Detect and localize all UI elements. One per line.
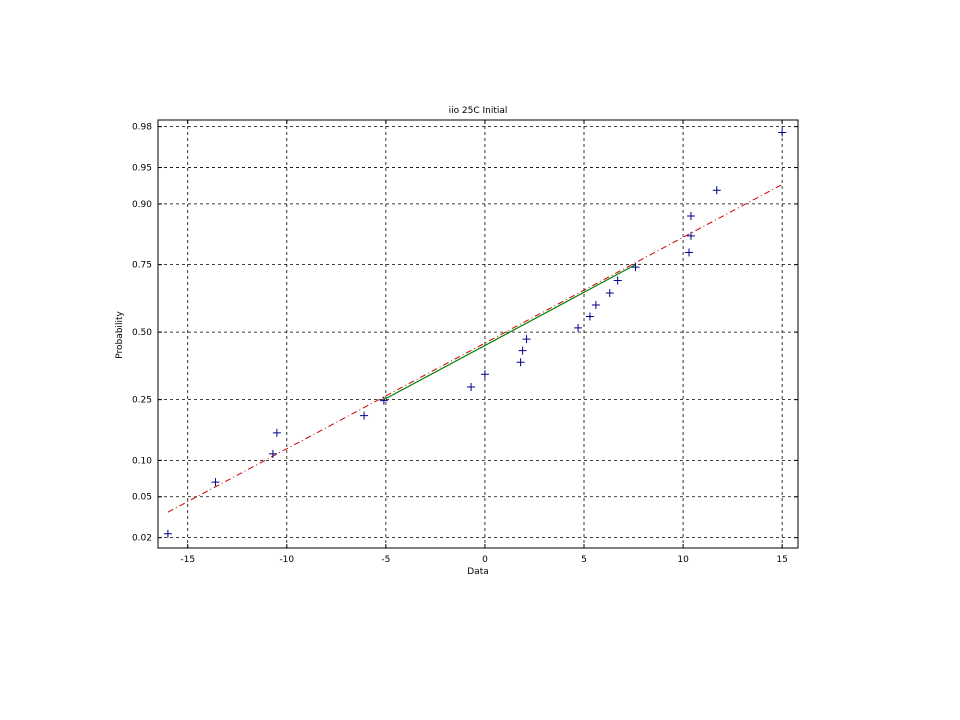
x-tick-label: 5 bbox=[581, 555, 587, 565]
iqr-line bbox=[383, 264, 636, 401]
data-point bbox=[605, 289, 614, 298]
y-axis-title: Probability bbox=[115, 311, 125, 359]
data-point bbox=[687, 212, 696, 221]
y-tick-label: 0.95 bbox=[132, 164, 152, 174]
data-point bbox=[574, 323, 583, 332]
data-point bbox=[480, 370, 489, 379]
data-point bbox=[268, 449, 277, 458]
data-point bbox=[687, 231, 696, 240]
data-point bbox=[685, 248, 694, 257]
reference-lines bbox=[167, 184, 783, 513]
y-tick-label: 0.02 bbox=[132, 534, 152, 544]
data-point bbox=[613, 276, 622, 285]
fit-line bbox=[167, 184, 783, 513]
x-tick-label: -5 bbox=[381, 555, 390, 565]
y-tick-label: 0.75 bbox=[132, 261, 152, 271]
y-tick-label: 0.50 bbox=[132, 328, 152, 338]
data-point bbox=[712, 186, 721, 195]
y-tick-label: 0.10 bbox=[132, 456, 152, 466]
data-point bbox=[272, 428, 281, 437]
x-tick-label: 10 bbox=[677, 555, 689, 565]
data-point bbox=[778, 128, 787, 137]
plot-area-frame bbox=[157, 119, 799, 549]
chart-title: iio 25C Initial bbox=[449, 106, 508, 116]
y-tick-label: 0.05 bbox=[132, 493, 152, 503]
x-axis-title: Data bbox=[467, 567, 489, 577]
x-tick-label: 15 bbox=[776, 555, 787, 565]
data-point bbox=[631, 263, 640, 272]
data-point bbox=[467, 382, 476, 391]
data-point bbox=[522, 335, 531, 344]
x-tick-label: 0 bbox=[482, 555, 488, 565]
data-point bbox=[360, 411, 369, 420]
data-point bbox=[163, 529, 172, 538]
y-tick-label: 0.25 bbox=[132, 396, 152, 406]
x-tick-label: -10 bbox=[279, 555, 294, 565]
data-points bbox=[163, 128, 787, 538]
data-point bbox=[379, 396, 388, 405]
data-point bbox=[591, 300, 600, 309]
data-point bbox=[518, 346, 527, 355]
x-tick-label: -15 bbox=[180, 555, 195, 565]
y-tick-label: 0.98 bbox=[132, 123, 152, 133]
grid-lines bbox=[158, 120, 798, 548]
data-point bbox=[211, 478, 220, 487]
axis-ticks: -15 -10 -5 0 5 10 15 0.02 0.05 0.10 0.25 0.50 0.75 0.… bbox=[132, 120, 798, 565]
y-tick-label: 0.90 bbox=[132, 200, 152, 210]
data-point bbox=[585, 312, 594, 321]
data-point bbox=[516, 358, 525, 367]
